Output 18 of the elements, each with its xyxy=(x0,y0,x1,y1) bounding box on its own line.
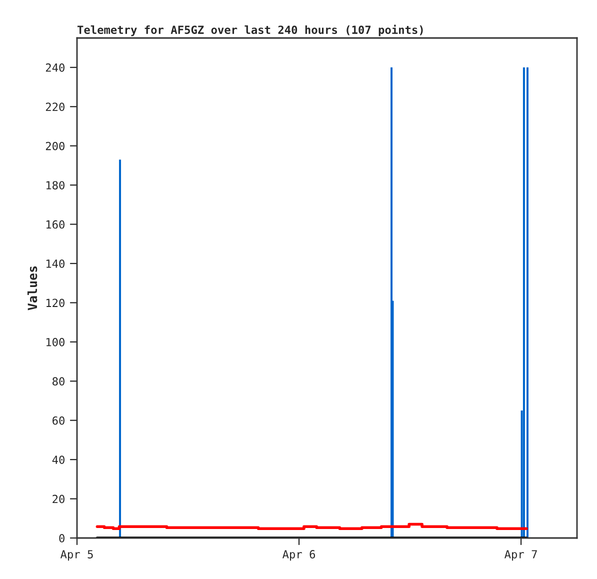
chart-title: Telemetry for AF5GZ over last 240 hours (107 points) xyxy=(77,24,423,36)
y-tick-label: 60 xyxy=(52,416,64,425)
y-tick-label: 180 xyxy=(46,181,64,190)
y-tick-label: 20 xyxy=(52,494,64,504)
x-tick-label: Apr 6 xyxy=(282,550,316,561)
y-tick-label: 240 xyxy=(46,63,64,72)
y-tick-label: 120 xyxy=(46,298,64,308)
y-tick-label: 140 xyxy=(46,259,64,268)
y-tick-label: 220 xyxy=(46,102,64,112)
y-tick-label: 80 xyxy=(52,377,64,386)
y-axis-title: Values xyxy=(27,266,38,310)
y-tick-label: 100 xyxy=(46,338,64,346)
y-tick-label: 200 xyxy=(46,142,64,150)
y-tick-label: 0 xyxy=(59,534,64,542)
y-tick-label: 40 xyxy=(52,456,64,464)
x-tick-label: Apr 7 xyxy=(504,550,537,561)
y-tick-label: 160 xyxy=(46,220,64,229)
x-tick-label: Apr 5 xyxy=(60,550,93,561)
